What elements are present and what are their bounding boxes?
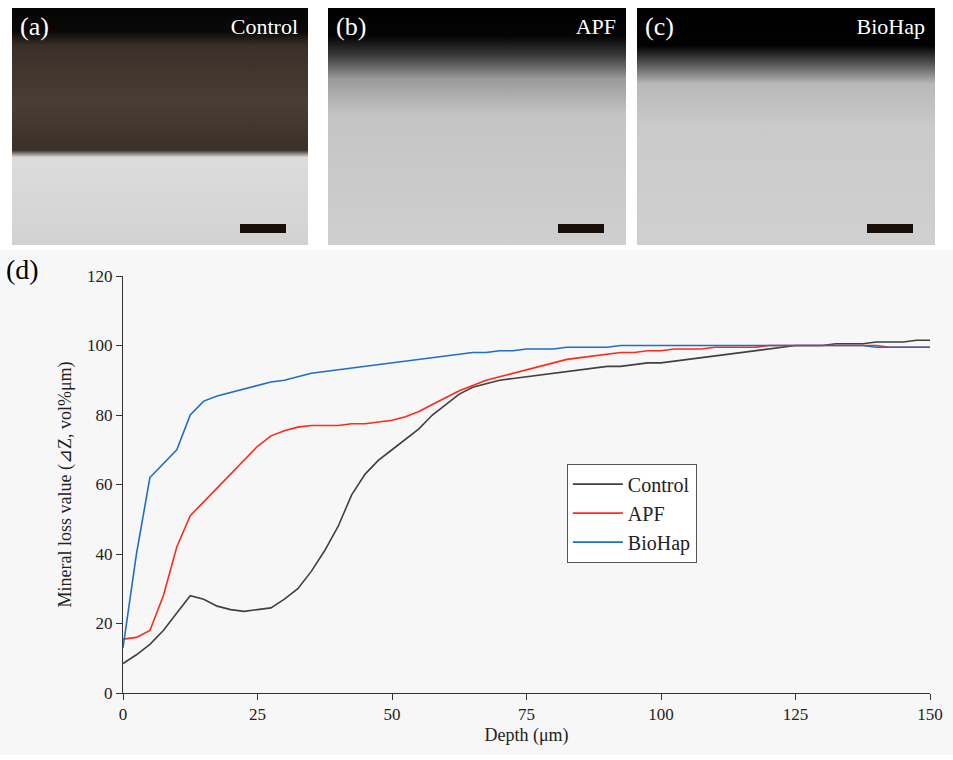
svg-text:100: 100 [648, 705, 674, 724]
html-text:(c): (c) [645, 12, 674, 41]
svg-text:0: 0 [119, 705, 128, 724]
svg-text:50: 50 [384, 705, 401, 724]
svg-text:Mineral loss value (⊿Z, vol%μm: Mineral loss value (⊿Z, vol%μm) [55, 361, 76, 607]
svg-text:150: 150 [917, 705, 943, 724]
svg-text:25: 25 [249, 705, 266, 724]
svg-text:100: 100 [87, 336, 113, 355]
svg-text:APF: APF [628, 503, 665, 525]
html-text:Control: Control [230, 14, 298, 39]
html-text:(a): (a) [20, 12, 49, 41]
svg-text:Depth (μm): Depth (μm) [484, 725, 568, 746]
svg-text:60: 60 [96, 475, 113, 494]
svg-text:BioHap: BioHap [628, 532, 690, 555]
svg-text:75: 75 [518, 705, 535, 724]
svg-text:80: 80 [96, 406, 113, 425]
html-text:(d): (d) [6, 254, 39, 285]
svg-text:Control: Control [628, 474, 690, 496]
svg-text:20: 20 [96, 614, 113, 633]
html-text:APF: APF [575, 14, 616, 39]
html-text:(b): (b) [336, 12, 367, 41]
svg-text:120: 120 [87, 267, 113, 286]
html-text:BioHap: BioHap [856, 14, 925, 39]
svg-text:0: 0 [104, 684, 113, 703]
svg-text:40: 40 [96, 545, 113, 564]
svg-text:125: 125 [783, 705, 809, 724]
